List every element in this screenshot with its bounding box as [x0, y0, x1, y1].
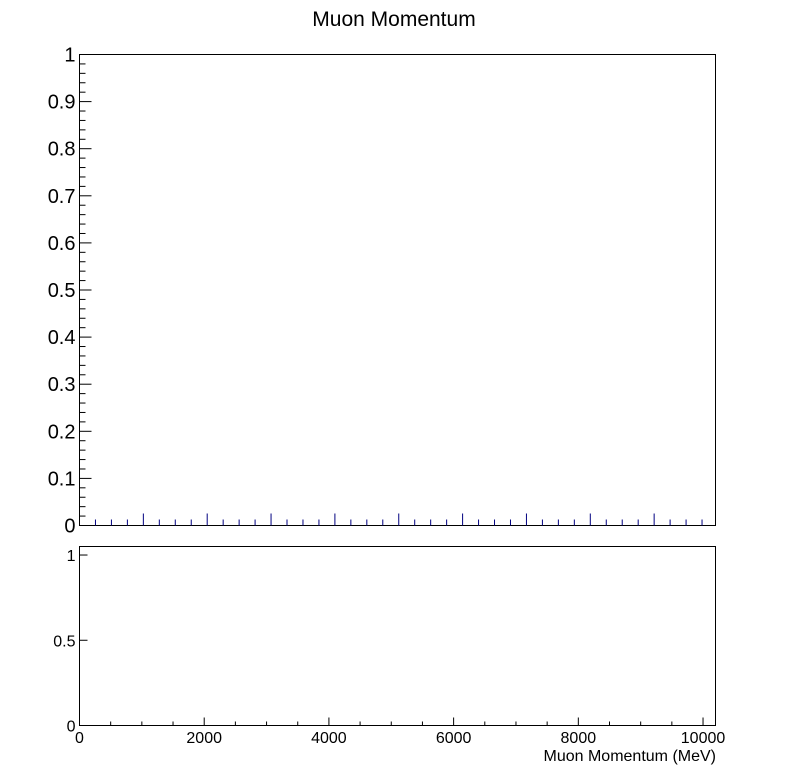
- bottom-x-tick-label: 0: [75, 730, 84, 747]
- bottom-y-tick-label: 1: [67, 548, 76, 565]
- bottom-x-tick-label: 4000: [311, 730, 347, 747]
- top-x-axis-ticks: [94, 513, 703, 526]
- top-y-tick-label: 0.1: [48, 468, 76, 490]
- bottom-x-axis: 0 2000 4000 6000 8000 10000: [75, 717, 726, 747]
- bottom-x-tick-label: 2000: [186, 730, 222, 747]
- top-pad-frame: [79, 54, 716, 526]
- bottom-y-tick-label: 0: [67, 719, 76, 736]
- top-y-tick-label: 0: [64, 516, 75, 538]
- top-y-tick-label: 0.3: [48, 374, 76, 396]
- top-y-tick-label: 0.9: [48, 92, 76, 114]
- top-y-tick-label: 0.2: [48, 421, 76, 443]
- top-y-tick-label: 0.7: [48, 186, 76, 208]
- top-y-tick-label: 0.8: [48, 139, 76, 161]
- bottom-x-axis-label: Muon Momentum (MeV): [544, 748, 717, 765]
- bottom-y-axis: 00.51: [53, 548, 88, 736]
- top-y-tick-label: 1: [64, 45, 75, 67]
- top-y-tick-label: 0.4: [48, 327, 76, 349]
- bottom-x-tick-label: 6000: [436, 730, 472, 747]
- chart-title: Muon Momentum: [312, 8, 475, 31]
- top-y-tick-label: 0.5: [48, 280, 76, 302]
- bottom-x-tick-label: 10000: [681, 730, 726, 747]
- bottom-y-tick-label: 0.5: [53, 633, 75, 650]
- top-y-axis: 0 0.1 0.2 0.3 0.4 0.5 0.6 0.7 0.8 0.9 1: [48, 45, 92, 538]
- bottom-x-tick-label: 8000: [561, 730, 597, 747]
- top-y-tick-label: 0.6: [48, 233, 76, 255]
- bottom-pad-frame: [79, 546, 716, 726]
